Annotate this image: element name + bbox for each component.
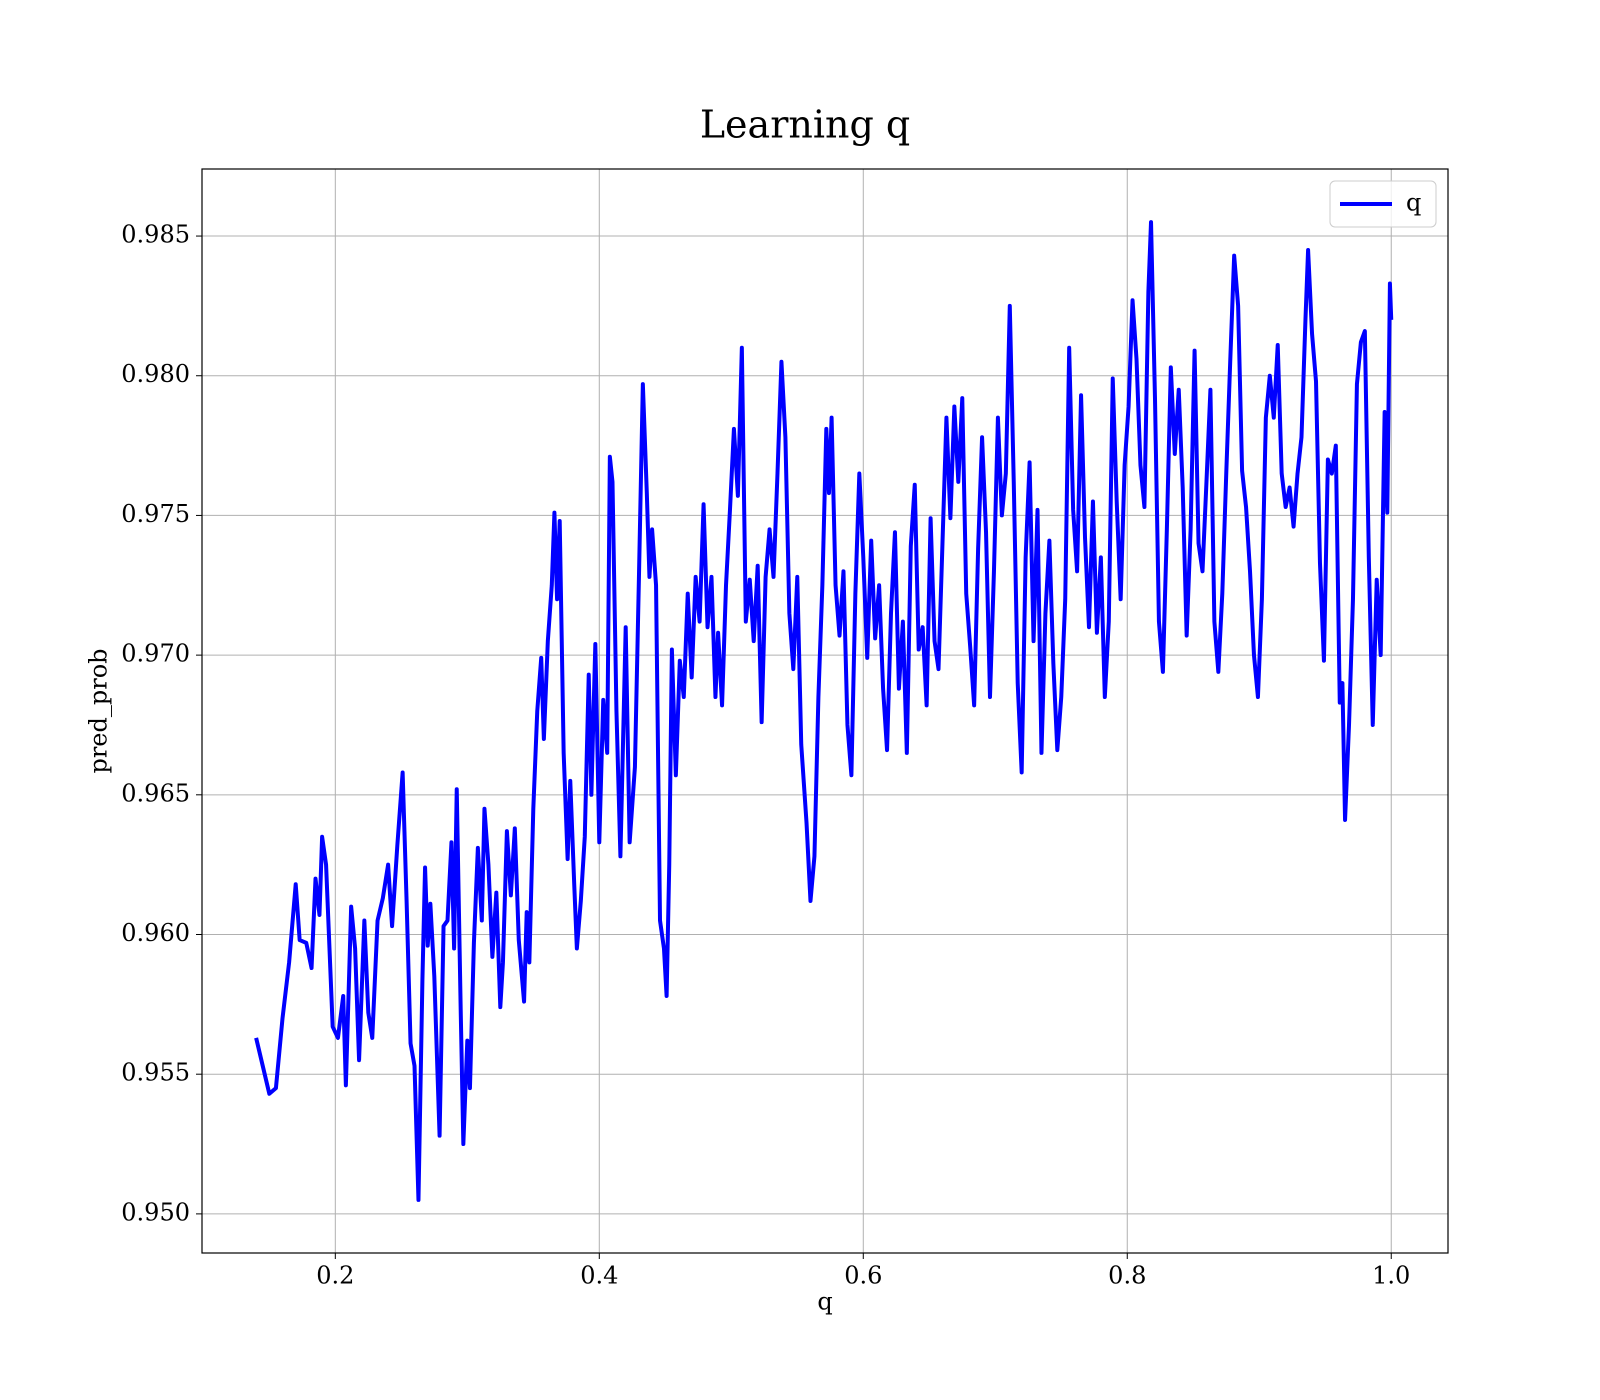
y-tick-label: 0.965	[121, 779, 190, 807]
plot-frame	[201, 168, 1449, 1254]
x-tick-label: 0.4	[580, 1262, 618, 1290]
y-tick-label: 0.950	[121, 1198, 190, 1226]
y-axis-label: pred_prob	[85, 648, 113, 773]
x-tick-label: 1.0	[1372, 1262, 1410, 1290]
y-tick-label: 0.970	[121, 640, 190, 668]
y-tick-label: 0.955	[121, 1059, 190, 1087]
y-tick-label: 0.975	[121, 500, 190, 528]
x-axis-label: q	[817, 1288, 832, 1316]
y-tick-label: 0.985	[121, 221, 190, 249]
y-tick-label: 0.980	[121, 360, 190, 388]
x-tick-label: 0.8	[1108, 1262, 1146, 1290]
y-tick-label: 0.960	[121, 919, 190, 947]
data-line	[254, 220, 1394, 1202]
legend-label: q	[1406, 189, 1421, 217]
x-tick-label: 0.6	[844, 1262, 882, 1290]
x-tick-label: 0.2	[316, 1262, 354, 1290]
chart-title: Learning q	[700, 103, 910, 147]
